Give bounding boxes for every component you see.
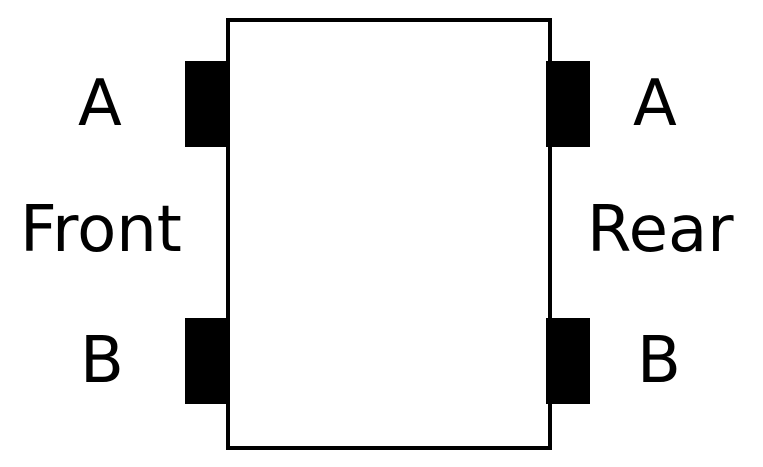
rear-side-label: Rear [587,193,734,267]
front-port-b-label: B [80,324,124,398]
rear-port-a-tab [546,61,590,147]
front-side-label: Front [20,193,182,267]
component-body [226,18,552,450]
front-port-a-tab [185,61,229,147]
front-port-b-tab [185,318,229,404]
front-port-a-label: A [78,67,122,141]
rear-port-b-label: B [637,324,681,398]
rear-port-b-tab [546,318,590,404]
rear-port-a-label: A [633,67,677,141]
